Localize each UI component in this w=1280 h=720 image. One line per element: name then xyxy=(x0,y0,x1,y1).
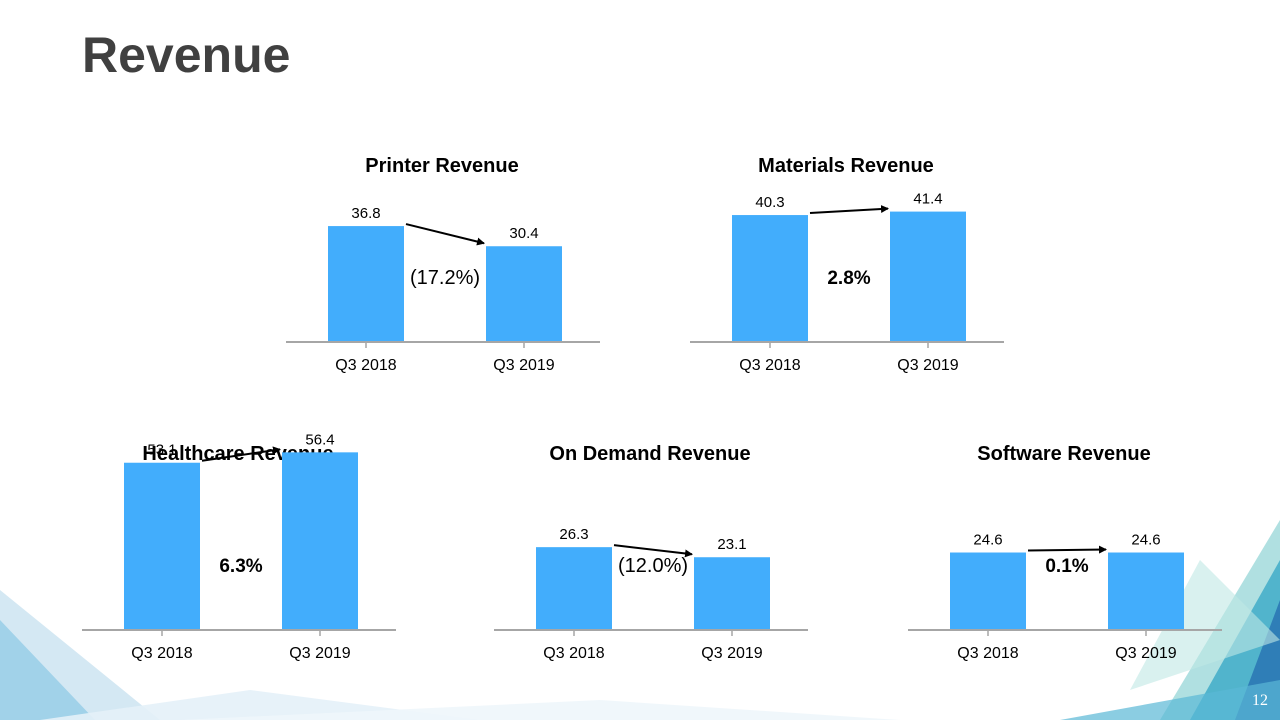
x-tick-label: Q3 2019 xyxy=(289,645,350,662)
data-label: 36.8 xyxy=(351,205,380,222)
bar-q3-2018 xyxy=(950,552,1026,630)
bar-q3-2019 xyxy=(282,452,358,630)
change-arrow xyxy=(809,204,889,215)
bar-q3-2018 xyxy=(124,462,200,630)
change-label: (17.2%) xyxy=(410,267,480,289)
data-label: 26.3 xyxy=(559,526,588,543)
x-tick-label: Q3 2018 xyxy=(957,645,1018,662)
data-label: 41.4 xyxy=(913,191,942,208)
software-revenue-chart: Software Revenue 24.6 Q3 2018 24.6 Q3 2019 0.… xyxy=(908,443,1222,662)
x-tick-label: Q3 2019 xyxy=(1115,645,1176,662)
change-arrow xyxy=(201,446,281,462)
change-arrow xyxy=(613,544,693,558)
on-demand-revenue-chart: On Demand Revenue 26.3 Q3 2018 23.1 Q3 2019 (… xyxy=(494,443,808,662)
change-label: 0.1% xyxy=(1045,556,1088,577)
bar-q3-2019 xyxy=(694,557,770,630)
bar-q3-2018 xyxy=(328,226,404,342)
chart-title: Materials Revenue xyxy=(758,155,934,177)
chart-title: Software Revenue xyxy=(977,443,1150,465)
change-label: 6.3% xyxy=(219,556,262,577)
data-label: 40.3 xyxy=(755,194,784,211)
bar-q3-2019 xyxy=(1108,552,1184,630)
data-label: 53.1 xyxy=(147,442,176,459)
change-label: 2.8% xyxy=(827,268,870,289)
decor-shape xyxy=(0,620,95,720)
x-tick-label: Q3 2019 xyxy=(897,357,958,374)
bar-q3-2018 xyxy=(536,547,612,630)
page-title: Revenue xyxy=(82,27,291,83)
change-arrow xyxy=(405,223,485,246)
decor-shape xyxy=(1130,560,1280,690)
materials-revenue-chart: Materials Revenue 40.3 Q3 2018 41.4 Q3 2019 2… xyxy=(690,155,1004,374)
x-tick-label: Q3 2018 xyxy=(335,357,396,374)
x-tick-label: Q3 2018 xyxy=(543,645,604,662)
printer-revenue-chart: Printer Revenue 36.8 Q3 2018 30.4 Q3 2019 (17… xyxy=(286,155,600,374)
data-label: 24.6 xyxy=(1131,532,1160,549)
bar-q3-2019 xyxy=(890,211,966,342)
decor-shape xyxy=(180,700,900,720)
decor-shape xyxy=(1060,680,1280,720)
data-label: 30.4 xyxy=(509,225,538,242)
x-tick-label: Q3 2018 xyxy=(739,357,800,374)
data-label: 23.1 xyxy=(717,536,746,553)
chart-title: Printer Revenue xyxy=(365,155,518,177)
bar-q3-2019 xyxy=(486,246,562,342)
x-tick-label: Q3 2019 xyxy=(493,357,554,374)
chart-title: On Demand Revenue xyxy=(549,443,750,465)
x-tick-label: Q3 2018 xyxy=(131,645,192,662)
x-tick-label: Q3 2019 xyxy=(701,645,762,662)
data-label: 56.4 xyxy=(305,431,334,448)
change-label: (12.0%) xyxy=(618,555,688,577)
bar-q3-2018 xyxy=(732,215,808,342)
change-arrow xyxy=(1027,545,1107,554)
data-label: 24.6 xyxy=(973,532,1002,549)
page-number: 12 xyxy=(1252,692,1268,709)
